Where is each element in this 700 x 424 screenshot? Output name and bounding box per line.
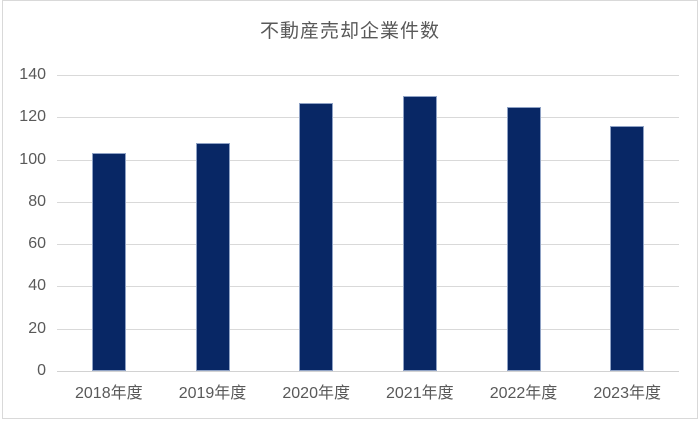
y-tick-label: 40 (28, 277, 46, 295)
x-axis-line (57, 371, 679, 372)
y-tick-label: 120 (19, 108, 46, 126)
y-tick-label: 80 (28, 192, 46, 210)
gridline (57, 159, 679, 161)
y-tick-label: 100 (19, 150, 46, 168)
bar-2023年度 (610, 125, 645, 371)
bar-2022年度 (506, 106, 541, 371)
gridline (57, 75, 679, 76)
gridline (57, 286, 679, 288)
x-tick-label: 2022年度 (489, 385, 558, 402)
gridline (57, 328, 679, 330)
y-tick-label: 20 (28, 319, 46, 337)
chart-title: 不動産売却企業件数 (259, 21, 440, 42)
bar-2019年度 (195, 142, 230, 371)
x-tick-label: 2020年度 (282, 385, 350, 402)
y-tick-label: 140 (19, 66, 46, 83)
plot-area (57, 75, 679, 372)
bar-2018年度 (91, 153, 126, 371)
bar-2021年度 (402, 96, 437, 371)
gridline (57, 201, 679, 203)
x-tick-label: 2019年度 (178, 385, 247, 402)
bar-2020年度 (299, 102, 334, 371)
y-tick-label: 0 (37, 362, 46, 379)
x-tick-label: 2021年度 (385, 385, 454, 402)
y-tick-label: 60 (28, 235, 46, 253)
x-tick-label: 2023年度 (593, 385, 661, 402)
gridline (57, 244, 679, 246)
gridline (57, 117, 679, 119)
x-tick-label: 2018年度 (74, 385, 143, 402)
